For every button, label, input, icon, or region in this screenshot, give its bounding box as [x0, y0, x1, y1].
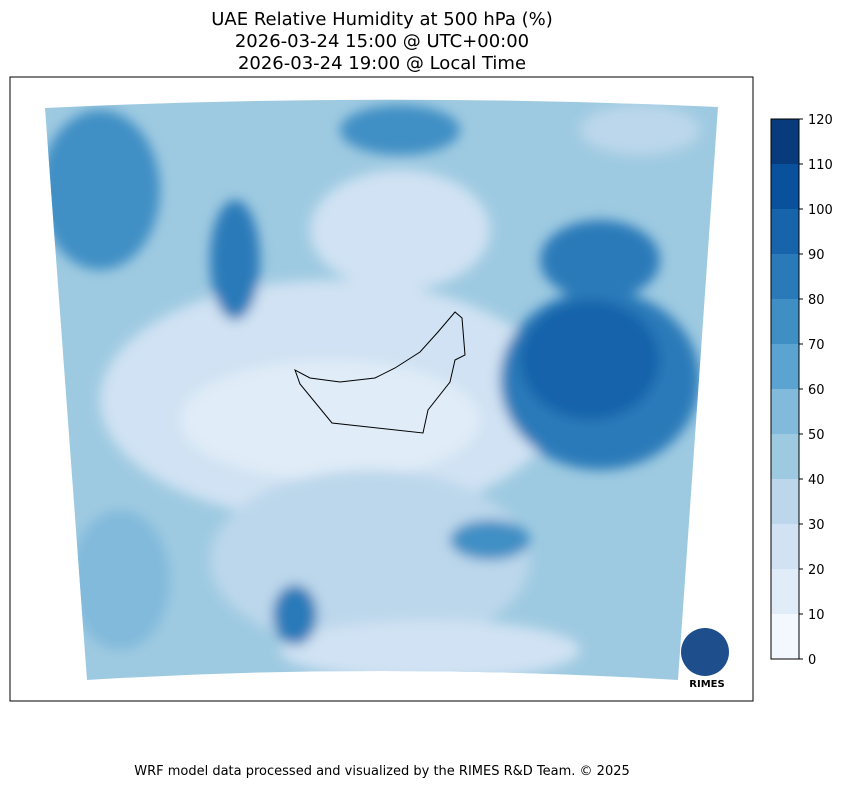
colorbar-band — [771, 344, 799, 389]
colorbar-band — [771, 524, 799, 569]
colorbar-band — [771, 479, 799, 524]
colorbar-band — [771, 434, 799, 479]
colorbar-band — [771, 164, 799, 209]
colorbar-band — [771, 209, 799, 254]
colorbar-frame — [770, 118, 800, 660]
colorbar-band — [771, 389, 799, 434]
colorbar-tick-label: 100 — [808, 203, 833, 218]
uae-border — [294, 311, 466, 434]
colorbar-tick-label: 10 — [808, 608, 825, 623]
colorbar-tick-label: 20 — [808, 563, 825, 578]
humidity-field — [45, 99, 718, 680]
colorbar-band — [771, 614, 799, 659]
logo: RIMES — [681, 628, 729, 690]
colorbar-band — [771, 569, 799, 614]
subtitle-utc: 2026-03-24 15:00 @ UTC+00:00 — [235, 31, 529, 52]
colorbar-tick-label: 80 — [808, 293, 825, 308]
colorbar-tick-label: 40 — [808, 473, 825, 488]
title: UAE Relative Humidity at 500 hPa (%) — [211, 9, 552, 30]
footer: WRF model data processed and visualized … — [134, 764, 630, 779]
colorbar-tick-label: 70 — [808, 338, 825, 353]
colorbar-tick-label: 90 — [808, 248, 825, 263]
colorbar-band — [771, 254, 799, 299]
colorbar-tick-label: 120 — [808, 113, 833, 128]
colorbar-tick-label: 50 — [808, 428, 825, 443]
colorbar-tick-label: 110 — [808, 158, 833, 173]
colorbar-tick-label: 0 — [808, 653, 816, 668]
colorbar-band — [771, 299, 799, 344]
subtitle-local: 2026-03-24 19:00 @ Local Time — [238, 53, 526, 74]
colorbar-band — [771, 119, 799, 164]
logo-text: RIMES — [689, 679, 724, 690]
colorbar: 0 10 20 30 40 50 60 70 80 90 100 110 120 — [771, 113, 833, 668]
colorbar-tick-label: 30 — [808, 518, 825, 533]
colorbar-tick-label: 60 — [808, 383, 825, 398]
